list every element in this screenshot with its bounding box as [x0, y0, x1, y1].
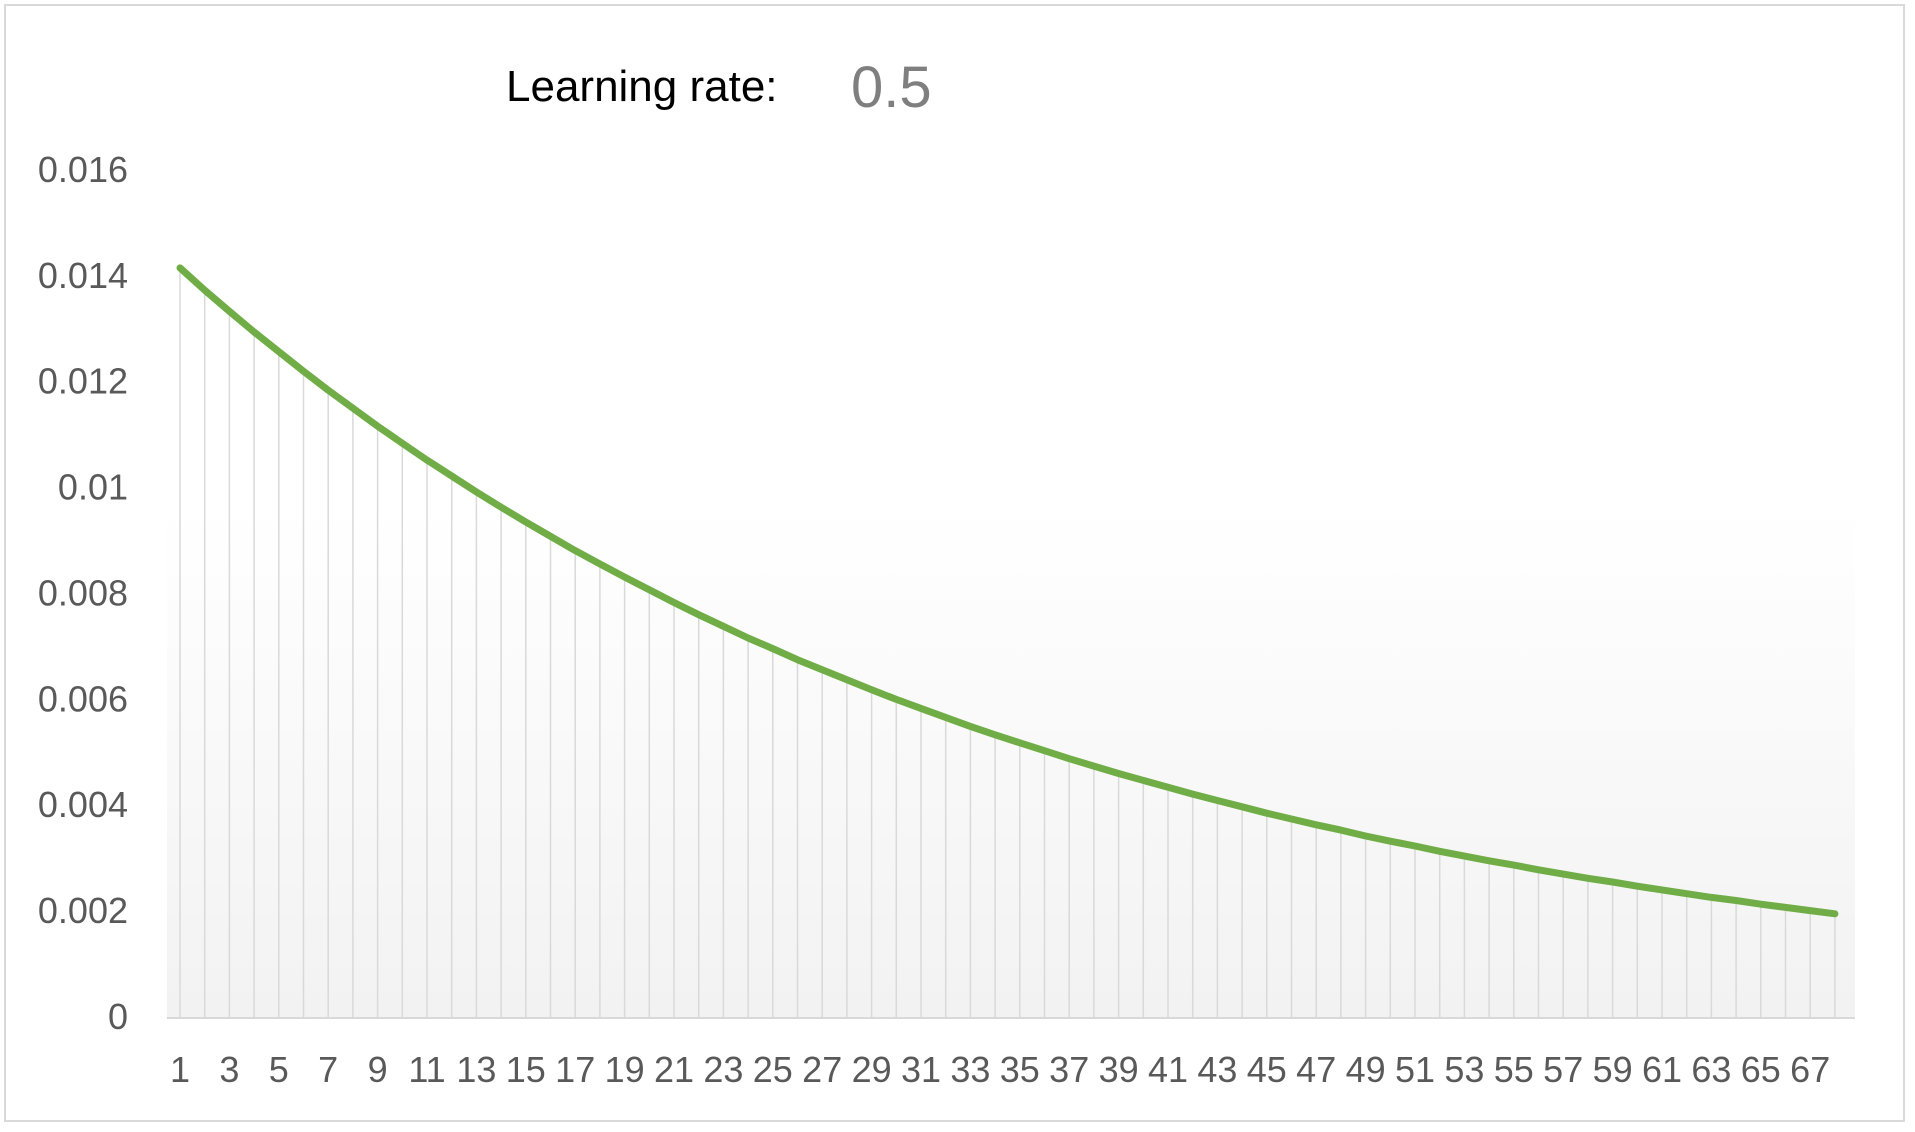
x-tick-label: 11	[408, 1049, 445, 1090]
x-tick-label: 5	[269, 1049, 289, 1090]
x-tick-label: 67	[1790, 1049, 1830, 1090]
x-tick-label: 61	[1642, 1049, 1682, 1090]
x-tick-label: 29	[852, 1049, 892, 1090]
x-tick-label: 1	[170, 1049, 190, 1090]
x-tick-label: 63	[1691, 1049, 1731, 1090]
x-tick-label: 9	[368, 1049, 388, 1090]
learning-rate-value: 0.5	[851, 55, 932, 120]
y-tick-label: 0.008	[38, 572, 128, 613]
x-tick-label: 51	[1395, 1049, 1435, 1090]
x-tick-label: 65	[1741, 1049, 1781, 1090]
x-tick-label: 53	[1444, 1049, 1484, 1090]
chart-header: Learning rate: 0.5	[6, 54, 1903, 124]
x-tick-label: 17	[555, 1049, 595, 1090]
y-tick-label: 0.014	[38, 255, 128, 296]
x-tick-label: 27	[802, 1049, 842, 1090]
learning-rate-label: Learning rate:	[506, 62, 778, 111]
x-axis-ticks: 1 3 5 7 9 11 13 15 17 19 21 23 25 27 29 31 33 35 37 39 41 43 4…	[170, 1049, 1830, 1090]
y-tick-label: 0.01	[58, 467, 128, 508]
x-tick-label: 31	[901, 1049, 941, 1090]
x-tick-label: 15	[506, 1049, 546, 1090]
y-axis-ticks: 0 0.002 0.004 0.006 0.008 0.01 0.012 0.014 0.016	[38, 149, 128, 1037]
x-tick-label: 45	[1247, 1049, 1287, 1090]
y-tick-label: 0.004	[38, 784, 128, 825]
x-tick-label: 13	[456, 1049, 496, 1090]
x-tick-label: 35	[1000, 1049, 1040, 1090]
x-tick-label: 41	[1148, 1049, 1188, 1090]
y-tick-label: 0.012	[38, 361, 128, 402]
x-tick-label: 57	[1543, 1049, 1583, 1090]
x-tick-label: 3	[219, 1049, 239, 1090]
drop-lines	[179, 267, 1836, 1017]
y-tick-label: 0.006	[38, 678, 128, 719]
y-tick-label: 0.002	[38, 890, 128, 931]
x-tick-label: 39	[1099, 1049, 1139, 1090]
x-tick-label: 37	[1049, 1049, 1089, 1090]
x-tick-label: 25	[753, 1049, 793, 1090]
x-tick-label: 47	[1296, 1049, 1336, 1090]
y-tick-label: 0.016	[38, 149, 128, 190]
x-tick-label: 7	[318, 1049, 338, 1090]
series-line	[176, 264, 1839, 918]
x-tick-label: 21	[654, 1049, 694, 1090]
x-tick-label: 19	[605, 1049, 645, 1090]
x-tick-label: 43	[1197, 1049, 1237, 1090]
y-tick-label: 0	[108, 996, 128, 1037]
x-tick-label: 49	[1346, 1049, 1386, 1090]
x-tick-label: 23	[703, 1049, 743, 1090]
x-tick-label: 33	[950, 1049, 990, 1090]
x-tick-label: 55	[1494, 1049, 1534, 1090]
plot-area	[167, 270, 1855, 1018]
x-tick-label: 59	[1593, 1049, 1633, 1090]
